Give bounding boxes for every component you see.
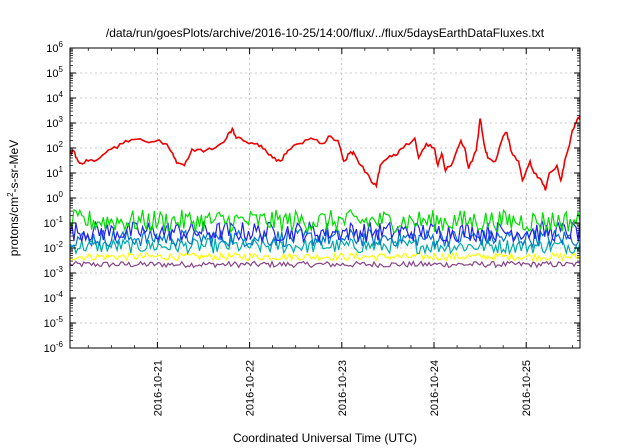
y-tick-label: 106	[46, 40, 63, 55]
y-axis-label-sup: 2	[6, 192, 15, 197]
series-line	[70, 227, 580, 249]
y-tick-label: 104	[46, 90, 63, 105]
grid	[70, 48, 580, 348]
x-tick-label: 2016-10-23	[337, 360, 349, 416]
series-line	[70, 260, 580, 269]
series-line	[70, 220, 580, 244]
chart-title: /data/run/goesPlots/archive/2016-10-25/1…	[106, 26, 545, 40]
y-axis-label: protons/cm2-s-sr-MeV	[6, 140, 21, 256]
x-tick-label: 2016-10-21	[152, 360, 164, 416]
y-tick-label: 10-4	[44, 290, 64, 305]
y-tick-label: 10-2	[44, 240, 64, 255]
y-axis-label-main: protons/cm	[7, 197, 21, 256]
y-tick-label: 105	[46, 65, 63, 80]
x-tick-label: 2016-10-24	[429, 360, 441, 416]
x-axis: 2016-10-21 2016-10-22 2016-10-23 2016-10-24…	[87, 48, 573, 416]
series-line	[70, 115, 580, 191]
y-tick-label: 10-3	[44, 265, 64, 280]
x-axis-label: Coordinated Universal Time (UTC)	[233, 431, 417, 445]
y-tick-label: 103	[46, 115, 63, 130]
y-tick-label: 102	[46, 140, 63, 155]
series-line	[70, 236, 580, 256]
y-tick-label: 10-6	[44, 340, 64, 355]
series-line	[70, 208, 580, 234]
series-layer	[70, 115, 580, 269]
y-axis-label-rest: -s-sr-MeV	[7, 140, 21, 193]
y-tick-label: 10-1	[44, 215, 64, 230]
y-tick-label: 101	[46, 165, 63, 180]
series-line	[70, 251, 580, 263]
y-tick-label: 10-5	[44, 315, 64, 330]
x-tick-label: 2016-10-22	[245, 360, 257, 416]
y-tick-label: 100	[46, 190, 63, 205]
x-tick-label: 2016-10-25	[521, 360, 533, 416]
y-axis: 106 105 104 103 102 101 100 10-1 10-2 10-3 10-4 10-…	[44, 40, 580, 355]
